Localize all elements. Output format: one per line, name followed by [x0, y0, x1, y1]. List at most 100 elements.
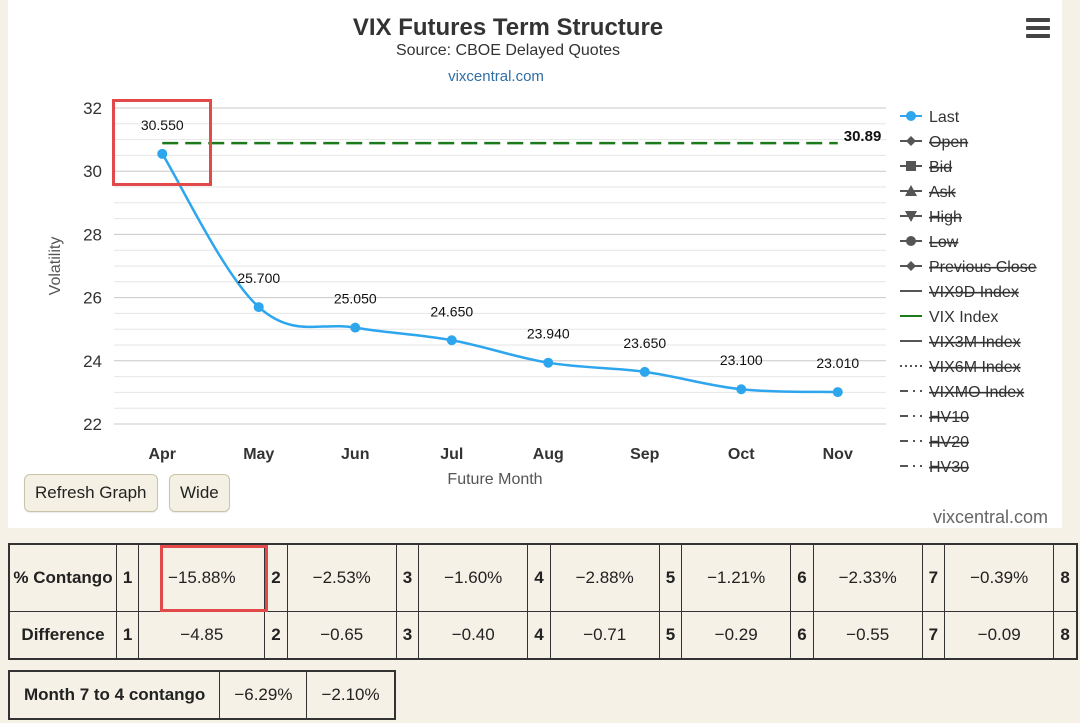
legend-item[interactable]: VIX9D Index — [900, 284, 1019, 301]
month-index: 8 — [1053, 543, 1078, 612]
legend-item[interactable]: Open — [900, 134, 968, 151]
y-tick-label: 22 — [83, 415, 102, 434]
difference-value: −0.65 — [286, 611, 397, 660]
legend-label: Open — [929, 134, 968, 151]
legend-label: Bid — [929, 159, 952, 176]
y-tick-label: 30 — [83, 162, 102, 181]
legend-item[interactable]: High — [900, 209, 962, 226]
legend-item[interactable]: Previous Close — [900, 259, 1037, 276]
month-index: 4 — [527, 611, 551, 660]
contango-value: −1.21% — [681, 543, 792, 612]
month-index: 6 — [790, 611, 814, 660]
y-axis-title: Volatility — [47, 237, 64, 296]
row-label-contango: % Contango — [8, 543, 117, 612]
data-label: 24.650 — [430, 303, 473, 319]
x-tick-label: Sep — [630, 446, 660, 463]
legend-label: Ask — [929, 184, 957, 201]
x-tick-label: Aug — [533, 446, 564, 463]
table-row: Month 7 to 4 contango −6.29% −2.10% — [8, 670, 396, 720]
vix-index-label: 30.89 — [844, 128, 882, 145]
data-label: 23.010 — [816, 355, 859, 371]
legend-marker — [906, 261, 916, 271]
last-point — [639, 366, 650, 377]
x-tick-label: Jun — [341, 446, 369, 463]
month-index: 6 — [790, 543, 814, 612]
legend-label: VIXMO Index — [929, 384, 1024, 401]
month-7-to-4-pct: −6.29% — [219, 670, 308, 720]
last-point — [832, 387, 843, 398]
chart-title: VIX Futures Term Structure — [353, 14, 663, 41]
legend-item[interactable]: HV20 — [900, 434, 969, 451]
source-link[interactable]: vixcentral.com — [448, 68, 544, 85]
data-label: 30.550 — [141, 117, 184, 133]
row-label-difference: Difference — [8, 611, 117, 660]
legend-label: VIX6M Index — [929, 359, 1021, 376]
legend-item[interactable]: Last — [900, 109, 960, 126]
legend-marker — [905, 185, 917, 196]
legend-marker — [905, 211, 917, 222]
legend-marker — [906, 136, 916, 146]
month-index: 7 — [921, 543, 946, 612]
last-point — [350, 322, 361, 333]
month-index: 8 — [1053, 611, 1078, 660]
table-row: % Contango 1 −15.88% 2 −2.53% 3 −1.60% 4… — [8, 543, 1078, 612]
month-index: 2 — [264, 543, 288, 612]
last-point — [253, 302, 264, 313]
x-tick-label: May — [243, 446, 274, 463]
legend-label: HV30 — [929, 459, 969, 476]
legend-label: HV10 — [929, 409, 969, 426]
legend-item[interactable]: VIX3M Index — [900, 334, 1021, 351]
chart-panel: VIX Futures Term Structure Source: CBOE … — [8, 0, 1062, 528]
last-point — [157, 148, 168, 159]
contango-table: % Contango 1 −15.88% 2 −2.53% 3 −1.60% 4… — [8, 543, 1078, 660]
refresh-graph-button[interactable]: Refresh Graph — [24, 474, 158, 512]
data-label: 25.050 — [334, 291, 377, 307]
y-tick-label: 24 — [83, 352, 102, 371]
difference-value: −0.71 — [549, 611, 660, 660]
data-label: 23.940 — [527, 326, 570, 342]
contango-value: −1.60% — [418, 543, 529, 612]
month-7-to-4-table: Month 7 to 4 contango −6.29% −2.10% — [8, 670, 396, 720]
month-index: 1 — [115, 543, 140, 612]
legend-label: Last — [929, 109, 960, 126]
chart-credit: vixcentral.com — [933, 507, 1048, 527]
month-index: 3 — [395, 611, 420, 660]
last-point — [736, 384, 747, 395]
month-index: 2 — [264, 611, 288, 660]
vix-term-structure-chart: VIX Futures Term Structure Source: CBOE … — [47, 14, 1048, 527]
difference-value: −0.55 — [812, 611, 923, 660]
month-7-to-4-label: Month 7 to 4 contango — [8, 670, 221, 720]
difference-value: −4.85 — [138, 611, 266, 660]
legend-item[interactable]: HV30 — [900, 459, 969, 476]
legend-item[interactable]: Low — [900, 234, 959, 251]
chart-subtitle: Source: CBOE Delayed Quotes — [396, 42, 620, 59]
legend-label: HV20 — [929, 434, 969, 451]
table-row: Difference 1 −4.85 2 −0.65 3 −0.40 4 −0.… — [8, 611, 1078, 660]
contango-value: −2.53% — [286, 543, 397, 612]
legend-marker — [906, 236, 916, 246]
last-point — [446, 335, 457, 346]
data-label: 23.650 — [623, 335, 666, 351]
legend-item[interactable]: VIXMO Index — [900, 384, 1024, 401]
legend-marker — [906, 161, 916, 171]
contango-value: −2.88% — [549, 543, 660, 612]
legend-label: Previous Close — [929, 259, 1037, 276]
legend-item[interactable]: HV10 — [900, 409, 969, 426]
menu-icon[interactable] — [1026, 18, 1050, 38]
difference-value: −0.29 — [681, 611, 792, 660]
y-tick-label: 26 — [83, 289, 102, 308]
data-label: 23.100 — [720, 352, 763, 368]
legend-label: VIX9D Index — [929, 284, 1019, 301]
legend-item[interactable]: Ask — [900, 184, 957, 201]
x-tick-label: Apr — [148, 446, 176, 463]
x-tick-label: Oct — [728, 446, 755, 463]
legend-label: VIX3M Index — [929, 334, 1021, 351]
y-tick-label: 28 — [83, 225, 102, 244]
wide-button[interactable]: Wide — [169, 474, 230, 512]
legend-item[interactable]: VIX6M Index — [900, 359, 1021, 376]
contango-value: −2.33% — [812, 543, 923, 612]
legend-label: VIX Index — [929, 309, 998, 326]
legend-item[interactable]: VIX Index — [900, 309, 998, 326]
contango-value: −15.88% — [138, 543, 266, 612]
legend-item[interactable]: Bid — [900, 159, 952, 176]
